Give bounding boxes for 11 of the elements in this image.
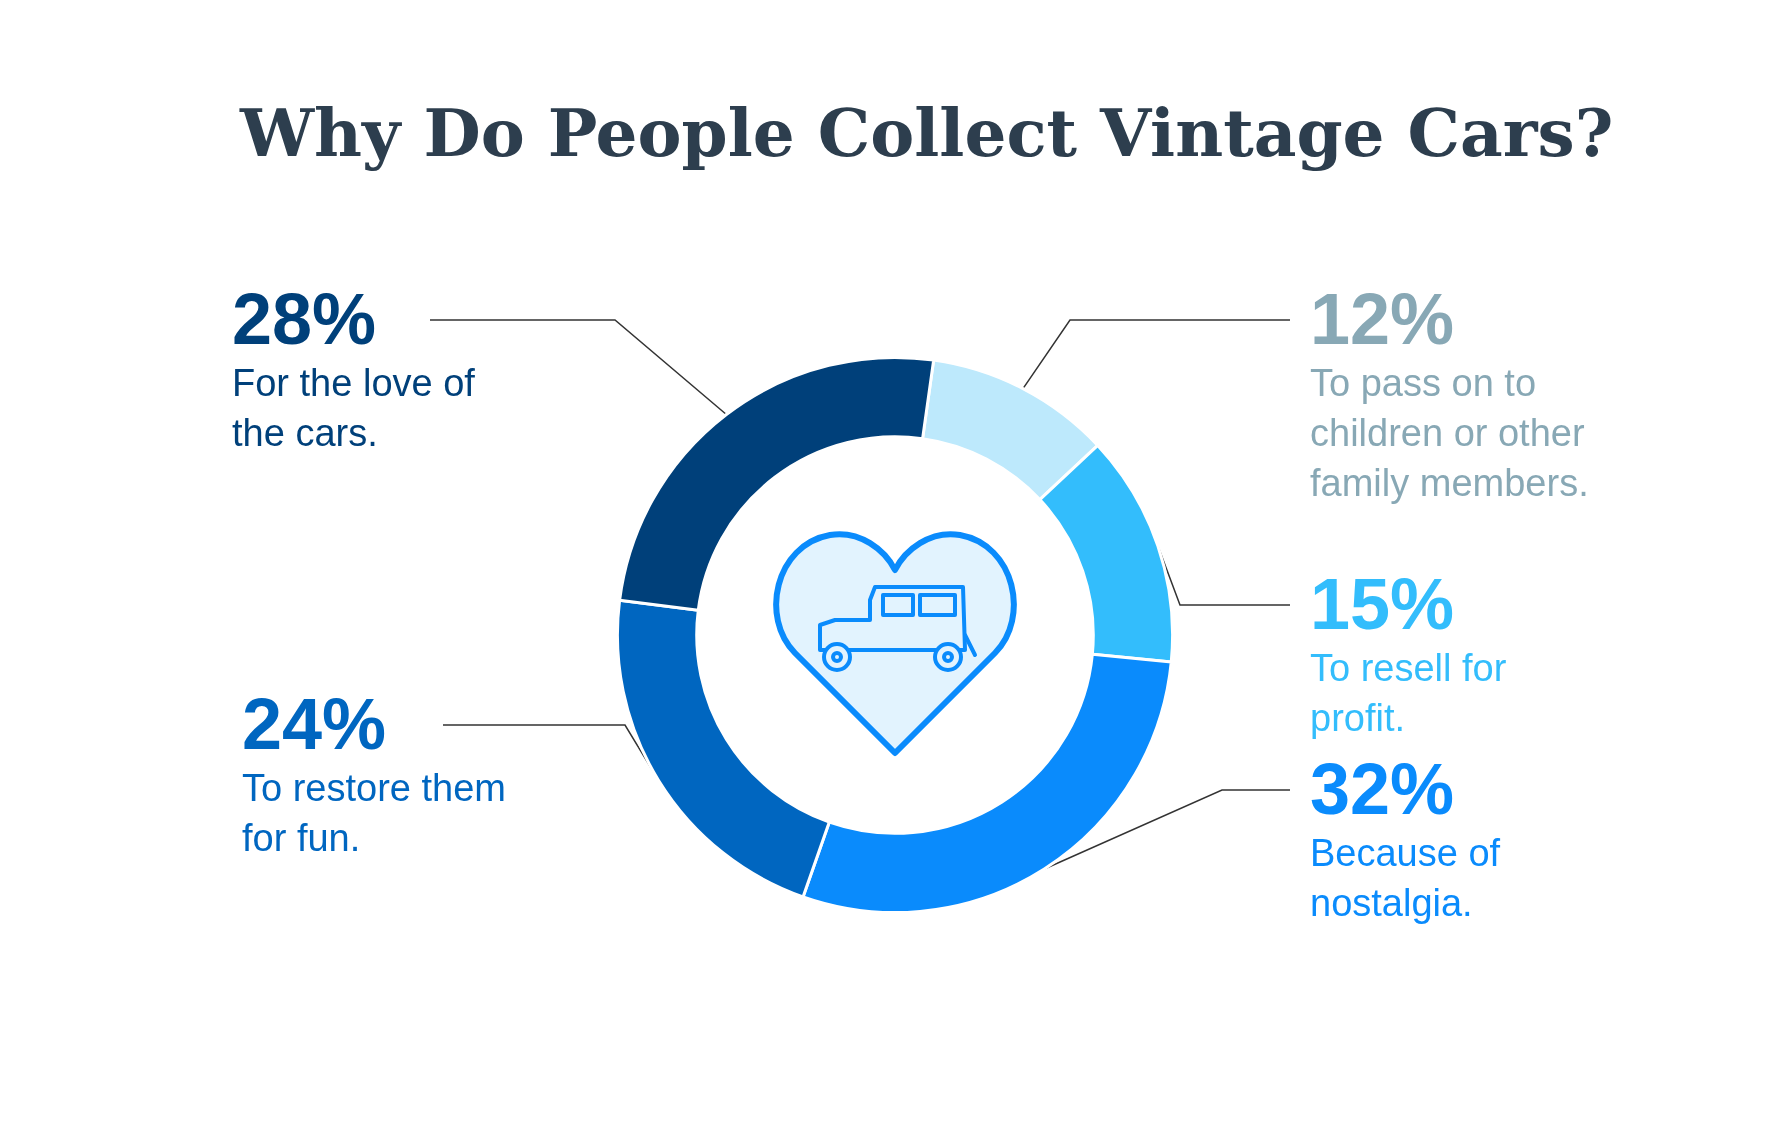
slice-label: To resell for profit. bbox=[1310, 647, 1507, 739]
data-label: 15% bbox=[1310, 564, 1455, 644]
data-label: 12% bbox=[1310, 279, 1455, 359]
slice-label: To pass on to children or other family members. bbox=[1310, 362, 1589, 504]
slice-label: For the love of the cars. bbox=[232, 362, 476, 454]
slice-label: Because of nostalgia. bbox=[1310, 832, 1501, 924]
data-label: 24% bbox=[242, 684, 387, 764]
data-label: 32% bbox=[1310, 749, 1455, 829]
data-label: 28% bbox=[232, 279, 377, 359]
slice-label: To restore them for fun. bbox=[242, 767, 506, 859]
chart-title: Why Do People Collect Vintage Cars? bbox=[239, 94, 1614, 172]
